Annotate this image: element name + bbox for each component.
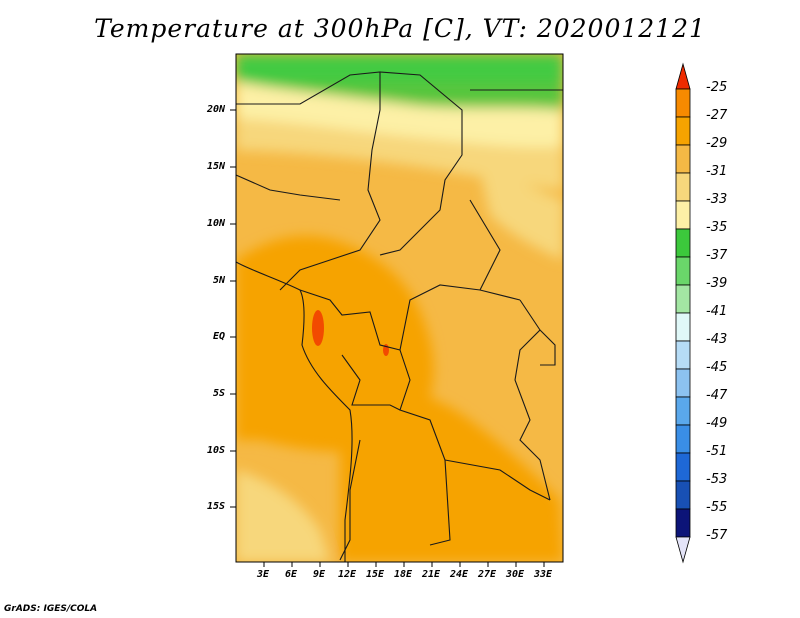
colorbar-label: -51 <box>706 444 728 459</box>
colorbar-swatch <box>675 200 691 230</box>
colorbar-label: -35 <box>706 220 728 235</box>
lat-label: EQ <box>213 331 226 342</box>
colorbar-swatch <box>675 116 691 146</box>
colorbar-label: -49 <box>706 416 728 431</box>
colorbar-label: -29 <box>706 136 728 151</box>
colorbar-swatch <box>675 452 691 482</box>
colorbar <box>675 62 691 564</box>
credit-text: GrADS: IGES/COLA <box>4 604 98 614</box>
colorbar-swatch <box>675 480 691 510</box>
temperature-field <box>236 54 563 562</box>
lat-label: 15N <box>207 161 226 172</box>
lat-label: 5S <box>213 388 226 399</box>
colorbar-swatch <box>675 144 691 174</box>
colorbar-label: -57 <box>706 528 728 543</box>
lon-label: 3E <box>257 569 270 580</box>
colorbar-swatch <box>675 284 691 314</box>
colorbar-label: -37 <box>706 248 728 263</box>
lon-label: 27E <box>478 569 497 580</box>
chart-title: Temperature at 300hPa [C], VT: 202001212… <box>94 14 706 43</box>
colorbar-label: -43 <box>706 332 728 347</box>
colorbar-label: -39 <box>706 276 728 291</box>
lon-label: 15E <box>366 569 385 580</box>
lat-label: 15S <box>207 501 226 512</box>
lon-label: 33E <box>534 569 553 580</box>
colorbar-label: -25 <box>706 80 728 95</box>
colorbar-label: -45 <box>706 360 728 375</box>
colorbar-bottom-triangle <box>675 536 691 564</box>
lat-label: 5N <box>213 275 226 286</box>
lon-label: 12E <box>338 569 357 580</box>
lon-label: 30E <box>506 569 525 580</box>
colorbar-swatch <box>675 368 691 398</box>
colorbar-swatch <box>675 312 691 342</box>
colorbar-swatch <box>675 508 691 538</box>
lat-label: 10S <box>207 445 226 456</box>
colorbar-label: -31 <box>706 164 728 179</box>
colorbar-label: -27 <box>706 108 728 123</box>
colorbar-label: -53 <box>706 472 728 487</box>
axis-ticks <box>230 109 545 567</box>
lon-label: 9E <box>313 569 326 580</box>
colorbar-swatch <box>675 228 691 258</box>
colorbar-swatch <box>675 340 691 370</box>
colorbar-label: -33 <box>706 192 728 207</box>
lon-label: 6E <box>285 569 298 580</box>
colorbar-top-triangle <box>675 62 691 90</box>
colorbar-swatch <box>675 396 691 426</box>
colorbar-label: -41 <box>706 304 728 319</box>
lon-label: 24E <box>450 569 469 580</box>
lon-label: 18E <box>394 569 413 580</box>
lon-label: 21E <box>422 569 441 580</box>
lat-label: 20N <box>207 104 226 115</box>
colorbar-swatch <box>675 172 691 202</box>
colorbar-swatch <box>675 88 691 118</box>
colorbar-swatch <box>675 256 691 286</box>
lat-label: 10N <box>207 218 226 229</box>
colorbar-swatch <box>675 424 691 454</box>
colorbar-label: -55 <box>706 500 728 515</box>
country-borders <box>236 71 563 562</box>
colorbar-label: -47 <box>706 388 728 403</box>
